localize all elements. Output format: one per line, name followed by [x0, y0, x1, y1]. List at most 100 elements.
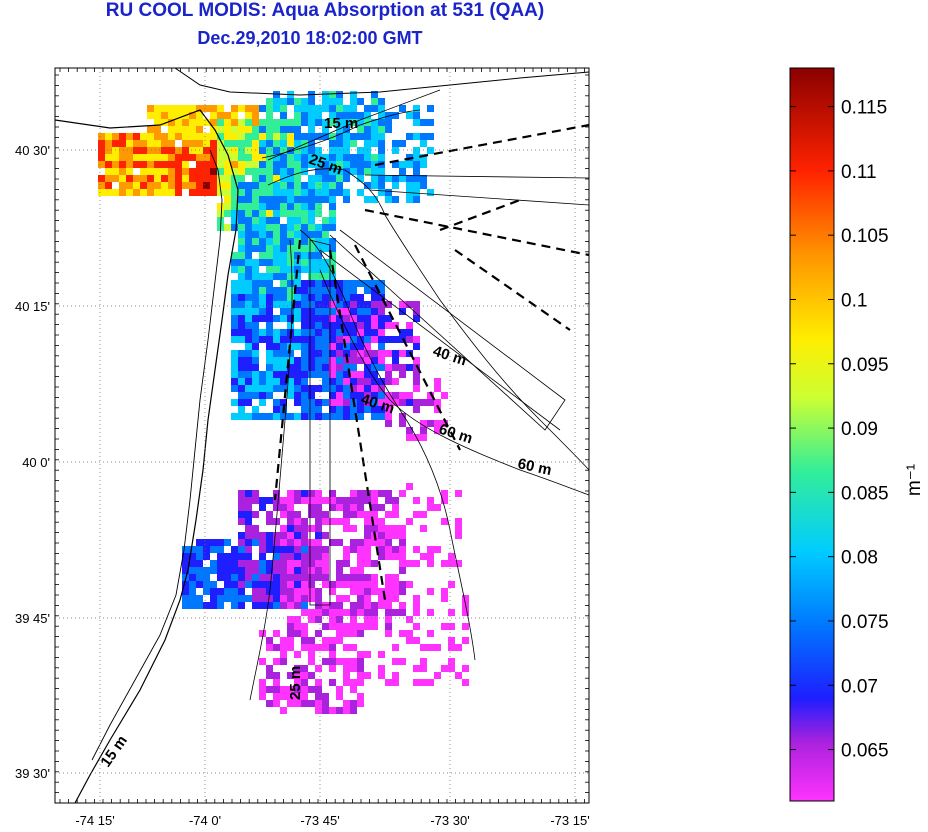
- pixel: [294, 175, 301, 182]
- pixel: [266, 343, 273, 350]
- pixel: [357, 161, 364, 168]
- pixel: [322, 154, 329, 161]
- pixel: [196, 133, 203, 140]
- pixel: [455, 525, 462, 532]
- pixel: [189, 168, 196, 175]
- pixel: [105, 161, 112, 168]
- pixel: [308, 238, 315, 245]
- pixel: [238, 315, 245, 322]
- pixel: [287, 581, 294, 588]
- pixel: [315, 546, 322, 553]
- colorbar-tick-label: 0.09: [841, 419, 878, 440]
- pixel: [231, 581, 238, 588]
- pixel: [301, 497, 308, 504]
- pixel: [322, 658, 329, 665]
- pixel: [287, 392, 294, 399]
- pixel: [280, 196, 287, 203]
- pixel: [308, 112, 315, 119]
- pixel: [301, 644, 308, 651]
- pixel: [399, 567, 406, 574]
- pixel: [273, 378, 280, 385]
- pixel: [343, 399, 350, 406]
- pixel: [252, 560, 259, 567]
- pixel: [196, 567, 203, 574]
- pixel: [266, 161, 273, 168]
- pixel: [294, 161, 301, 168]
- pixel: [357, 658, 364, 665]
- pixel: [301, 343, 308, 350]
- pixel: [196, 602, 203, 609]
- pixel: [364, 546, 371, 553]
- pixel: [420, 427, 427, 434]
- pixel: [294, 336, 301, 343]
- pixel: [294, 518, 301, 525]
- pixel: [154, 161, 161, 168]
- pixel: [378, 133, 385, 140]
- pixel: [343, 560, 350, 567]
- pixel: [385, 112, 392, 119]
- pixel: [385, 399, 392, 406]
- pixel: [154, 133, 161, 140]
- pixel: [231, 378, 238, 385]
- pixel: [385, 350, 392, 357]
- pixel: [371, 490, 378, 497]
- pixel: [378, 504, 385, 511]
- pixel: [315, 119, 322, 126]
- pixel: [147, 112, 154, 119]
- pixel: [280, 385, 287, 392]
- pixel: [455, 644, 462, 651]
- pixel: [273, 497, 280, 504]
- pixel: [378, 315, 385, 322]
- pixel: [168, 175, 175, 182]
- pixel: [231, 329, 238, 336]
- pixel: [245, 490, 252, 497]
- pixel: [189, 546, 196, 553]
- pixel: [273, 161, 280, 168]
- pixel: [280, 658, 287, 665]
- transect-lines: [273, 123, 589, 601]
- pixel: [322, 245, 329, 252]
- pixel: [364, 196, 371, 203]
- pixel: [273, 147, 280, 154]
- pixel: [273, 154, 280, 161]
- pixel: [294, 413, 301, 420]
- pixel: [252, 343, 259, 350]
- pixel: [329, 105, 336, 112]
- pixel: [308, 350, 315, 357]
- pixel: [322, 196, 329, 203]
- pixel: [273, 224, 280, 231]
- pixel: [329, 217, 336, 224]
- pixel: [259, 182, 266, 189]
- pixel: [392, 196, 399, 203]
- pixel: [329, 364, 336, 371]
- pixel: [385, 371, 392, 378]
- pixel: [196, 112, 203, 119]
- pixel: [245, 259, 252, 266]
- pixel: [266, 224, 273, 231]
- pixel: [301, 406, 308, 413]
- pixel: [315, 322, 322, 329]
- pixel: [413, 182, 420, 189]
- pixel: [238, 231, 245, 238]
- pixel: [280, 287, 287, 294]
- pixel: [294, 238, 301, 245]
- pixel: [273, 294, 280, 301]
- pixel: [189, 588, 196, 595]
- pixel: [231, 371, 238, 378]
- pixel: [140, 189, 147, 196]
- pixel: [294, 140, 301, 147]
- pixel: [364, 525, 371, 532]
- pixel: [259, 315, 266, 322]
- pixel: [280, 203, 287, 210]
- pixel: [280, 210, 287, 217]
- pixel: [217, 595, 224, 602]
- pixel: [273, 630, 280, 637]
- pixel: [217, 105, 224, 112]
- pixel: [364, 343, 371, 350]
- pixel: [266, 602, 273, 609]
- pixel: [357, 504, 364, 511]
- pixel: [182, 147, 189, 154]
- pixel: [350, 511, 357, 518]
- pixel: [308, 406, 315, 413]
- pixel: [287, 168, 294, 175]
